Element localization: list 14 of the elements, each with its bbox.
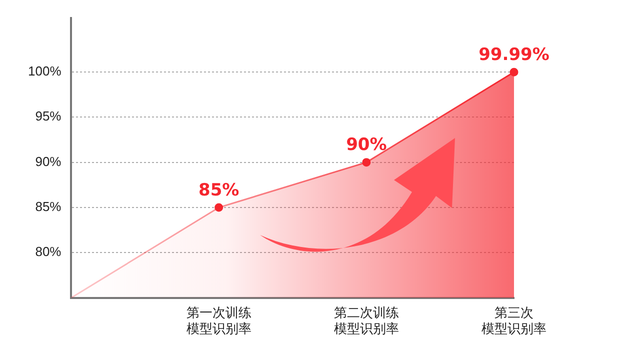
- y-tick-label: 100%: [28, 64, 62, 79]
- y-tick-label: 80%: [35, 244, 62, 260]
- y-tick-label: 85%: [35, 199, 62, 214]
- data-label: 99.99%: [478, 45, 550, 66]
- point: [362, 158, 371, 167]
- data-label: 90%: [346, 135, 387, 156]
- point: [214, 203, 224, 212]
- y-tick-label: 90%: [35, 154, 62, 169]
- data-label: 85%: [198, 180, 240, 200]
- x-tick-label: 第二次训练模型识别率: [334, 305, 399, 336]
- x-tick-label: 第一次训练模型识别率: [186, 305, 252, 336]
- point: [510, 68, 518, 76]
- y-tick-label: 95%: [35, 108, 62, 124]
- x-tick-label: 第三次模型识别率: [482, 305, 546, 336]
